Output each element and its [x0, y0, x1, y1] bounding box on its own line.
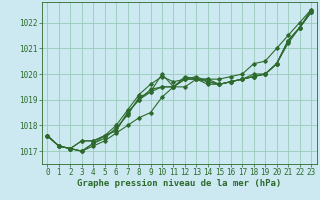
X-axis label: Graphe pression niveau de la mer (hPa): Graphe pression niveau de la mer (hPa) [77, 179, 281, 188]
